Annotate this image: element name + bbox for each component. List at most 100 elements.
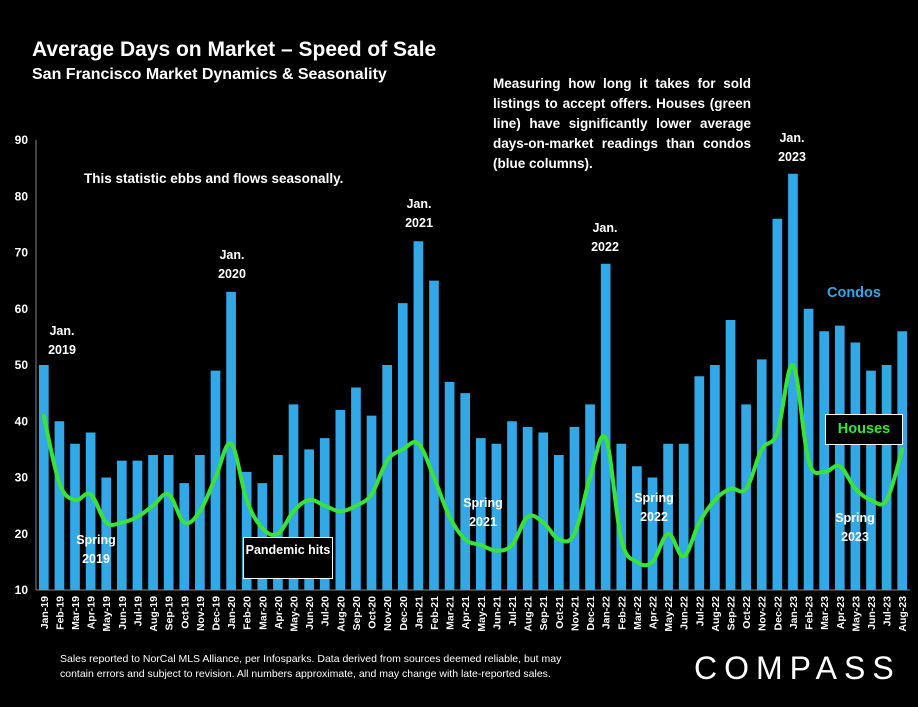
condo-bar [569, 426, 580, 591]
condo-bar [397, 303, 408, 591]
condo-bar [803, 308, 814, 590]
legend-condos: Condos [827, 285, 881, 301]
x-tick-label: Dec-22 [772, 596, 784, 631]
x-tick-label: Sep-20 [351, 596, 363, 631]
condo-bar [632, 466, 642, 590]
x-tick-label: Aug-23 [897, 596, 909, 632]
condo-bar [382, 365, 392, 590]
pandemic-annotation: Pandemic hits [243, 537, 333, 579]
condo-bar [538, 432, 549, 590]
x-tick-label: May-23 [850, 596, 862, 632]
condo-bar [600, 263, 611, 590]
x-tick-label: Nov-22 [757, 596, 769, 631]
condo-bar [725, 320, 736, 590]
annotation-spring-2019: Spring 2019 [76, 533, 116, 566]
condo-bar [179, 483, 190, 591]
annotation-jan-2019: Jan. 2019 [48, 324, 76, 357]
x-tick-label: Apr-22 [647, 596, 659, 629]
x-tick-label: Nov-19 [195, 596, 207, 631]
condo-bar [319, 438, 330, 591]
condo-bar [491, 443, 502, 590]
condo-bar [413, 241, 424, 590]
houses-line [41, 362, 905, 568]
condo-bar [444, 381, 455, 591]
x-tick-label: Nov-20 [382, 596, 394, 631]
condo-bar [273, 455, 283, 590]
condo-bar [101, 477, 112, 590]
x-axis-labels: Jan-19 Feb-19 Mar-19 Apr-19 May-19 Jun-19 Jul-… [39, 596, 909, 632]
y-tick-label: 70 [15, 246, 29, 260]
footer-line-1: Sales reported to NorCal MLS Alliance, p… [60, 653, 562, 665]
condo-bar [834, 325, 845, 591]
x-tick-label: Jul-19 [132, 596, 144, 627]
condo-bar [788, 173, 798, 590]
condo-bar [897, 331, 908, 590]
seasonal-note: This statistic ebbs and flows seasonally… [84, 171, 344, 186]
x-tick-label: Dec-19 [210, 596, 222, 631]
footer-line-2: contain errors and subject to revision. … [60, 668, 551, 680]
footer-disclaimer: Sales reported to NorCal MLS Alliance, p… [60, 652, 660, 682]
condos-bars [38, 173, 908, 591]
x-tick-label: Jun-23 [866, 596, 878, 630]
condo-bar [616, 443, 627, 590]
y-tick-label: 90 [15, 133, 29, 147]
x-tick-label: Jan-19 [39, 596, 51, 629]
x-tick-label: Nov-21 [569, 596, 581, 631]
x-tick-label: Dec-20 [398, 596, 410, 631]
condo-bar [585, 404, 595, 591]
x-tick-label: Aug-20 [335, 596, 347, 632]
x-tick-label: Sep-22 [726, 596, 738, 631]
x-tick-label: Oct-19 [179, 596, 191, 629]
x-tick-label: Jun-19 [117, 596, 129, 630]
condo-bar [257, 483, 268, 591]
x-tick-label: May-19 [101, 596, 113, 632]
x-tick-label: Oct-21 [554, 596, 566, 629]
x-tick-label: Jul-20 [320, 596, 332, 627]
x-tick-label: Apr-20 [273, 596, 285, 629]
x-tick-label: Sep-19 [164, 596, 176, 631]
condo-bar [335, 410, 346, 590]
x-tick-label: Feb-23 [804, 596, 816, 630]
annotation-jan-2023: Jan. 2023 [778, 131, 806, 164]
condo-bar [850, 342, 861, 590]
condo-bar [429, 280, 439, 591]
condo-bar [647, 477, 658, 590]
condo-bar [85, 432, 96, 590]
x-tick-label: Sep-21 [538, 596, 550, 631]
condo-bar [710, 365, 720, 590]
x-tick-label: Feb-22 [616, 596, 628, 630]
x-tick-label: Jan-22 [601, 596, 613, 629]
annotation-jan-2020: Jan. 2020 [218, 248, 246, 281]
condo-bar [741, 404, 751, 591]
y-tick-label: 40 [15, 414, 29, 428]
x-tick-label: Mar-23 [819, 596, 831, 630]
condo-bar [38, 365, 49, 590]
condo-bar [522, 426, 533, 591]
y-tick-label: 50 [15, 358, 29, 372]
x-tick-label: Apr-21 [460, 596, 472, 629]
x-tick-label: Jul-21 [507, 596, 519, 627]
y-tick-label: 20 [15, 527, 29, 541]
x-tick-label: Jan-21 [413, 596, 425, 629]
chart-subtitle: San Francisco Market Dynamics & Seasonal… [32, 66, 387, 83]
condo-bar [507, 421, 517, 590]
condo-bar [226, 291, 236, 591]
condo-bar [694, 376, 705, 590]
x-tick-label: Aug-22 [710, 596, 722, 632]
legend-houses: Houses [825, 414, 903, 445]
condo-bar [475, 438, 486, 591]
condo-bar [54, 421, 65, 590]
x-tick-label: Mar-21 [445, 596, 457, 630]
x-tick-label: Apr-19 [86, 596, 98, 629]
x-tick-label: Apr-23 [835, 596, 847, 629]
x-tick-label: Jul-22 [694, 596, 706, 627]
condo-bar [819, 331, 829, 590]
x-tick-label: Jan-20 [226, 596, 238, 629]
x-tick-label: Feb-21 [429, 596, 441, 630]
y-tick-label: 30 [15, 471, 29, 485]
condo-bar [148, 455, 158, 590]
description-note: Measuring how long it takes for sold lis… [493, 76, 751, 171]
compass-logo: COMPASS [694, 650, 901, 686]
annotation-spring-2022: Spring 2022 [634, 491, 674, 524]
annotation-spring-2021: Spring 2021 [463, 496, 503, 529]
